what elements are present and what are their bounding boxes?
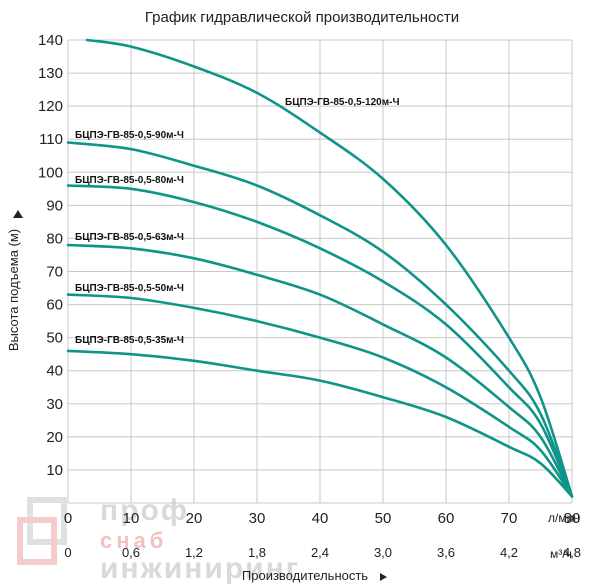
- series-line: [66, 184, 574, 498]
- y-tick-label: 20: [46, 429, 63, 446]
- y-tick-label: 30: [46, 396, 63, 413]
- watermark-line2: снаб: [100, 528, 167, 553]
- x-tick-label-secondary: 1,8: [248, 545, 266, 560]
- x-tick-label-secondary: 2,4: [311, 545, 329, 560]
- chart-title: График гидравлической производительности: [145, 9, 459, 26]
- x-tick-labels: 0 10 20 30 40 50 60 70 80: [64, 510, 581, 527]
- x-tick-label: 50: [375, 510, 392, 527]
- series-line: [66, 141, 574, 498]
- series-label: БЦПЭ-ГВ-85-0,5-90м-Ч: [75, 130, 184, 141]
- series-line: [85, 38, 574, 498]
- x-tick-label: 10: [123, 510, 140, 527]
- y-tick-label: 70: [46, 264, 63, 281]
- series-label: БЦПЭ-ГВ-85-0,5-63м-Ч: [75, 232, 184, 243]
- x-tick-label-secondary: 0,6: [122, 545, 140, 560]
- x-tick-label-secondary: 3,6: [437, 545, 455, 560]
- y-axis-label: Высота подъема (м): [6, 229, 21, 351]
- series-line: [66, 349, 574, 498]
- x-tick-label-secondary: 3,0: [374, 545, 392, 560]
- x-tick-labels-secondary: 0 0,6 1,2 1,8 2,4 3,0 3,6 4,2 4,8: [64, 545, 581, 560]
- y-tick-labels: 10 20 30 40 50 60 70 80 90 100 110 120 130 140: [38, 32, 63, 479]
- series-line: [66, 293, 574, 498]
- y-tick-label: 130: [38, 65, 63, 82]
- x-tick-label-secondary: 1,2: [185, 545, 203, 560]
- y-tick-label: 110: [39, 131, 63, 148]
- watermark-emblem: [17, 497, 67, 565]
- y-axis-arrow-icon: [13, 210, 23, 218]
- x-unit-primary: л/мин: [548, 511, 580, 525]
- series-curves: [66, 38, 574, 498]
- watermark-logo: проф снаб инжиниринг: [17, 494, 300, 585]
- x-tick-label: 80: [564, 510, 581, 527]
- watermark-line1: проф: [100, 494, 189, 527]
- x-tick-label: 70: [501, 510, 518, 527]
- y-tick-label: 120: [38, 98, 63, 115]
- x-tick-label: 0: [64, 510, 72, 527]
- y-tick-label: 90: [46, 197, 63, 214]
- x-tick-label: 20: [186, 510, 203, 527]
- x-unit-secondary: м³/ч: [550, 547, 572, 561]
- x-tick-label: 60: [438, 510, 455, 527]
- y-tick-label: 40: [46, 363, 63, 380]
- series-labels: БЦПЭ-ГВ-85-0,5-120м-Ч БЦПЭ-ГВ-85-0,5-90м-…: [75, 97, 399, 346]
- x-axis-label: Производительность: [242, 568, 368, 583]
- x-axis-label-group: Производительность: [242, 568, 387, 583]
- y-tick-label: 10: [46, 462, 63, 479]
- y-axis-label-group: Высота подъема (м): [6, 210, 23, 351]
- y-tick-label: 60: [46, 297, 63, 314]
- x-tick-label: 40: [312, 510, 329, 527]
- series-label: БЦПЭ-ГВ-85-0,5-50м-Ч: [75, 283, 184, 294]
- series-line: [66, 243, 574, 498]
- x-tick-label-secondary: 4,2: [500, 545, 518, 560]
- watermark-line3: инжиниринг: [100, 552, 300, 585]
- x-tick-label-secondary: 0: [64, 545, 71, 560]
- series-label: БЦПЭ-ГВ-85-0,5-35м-Ч: [75, 335, 184, 346]
- y-tick-label: 100: [38, 164, 63, 181]
- x-tick-label-secondary: 4,8: [563, 545, 581, 560]
- y-tick-label: 80: [46, 230, 63, 247]
- x-axis-arrow-icon: [380, 573, 387, 581]
- series-label: БЦПЭ-ГВ-85-0,5-120м-Ч: [285, 97, 399, 108]
- grid: [67, 39, 573, 504]
- series-label: БЦПЭ-ГВ-85-0,5-80м-Ч: [75, 175, 184, 186]
- y-tick-label: 50: [46, 330, 63, 347]
- x-tick-label: 30: [249, 510, 266, 527]
- y-tick-label: 140: [38, 32, 63, 49]
